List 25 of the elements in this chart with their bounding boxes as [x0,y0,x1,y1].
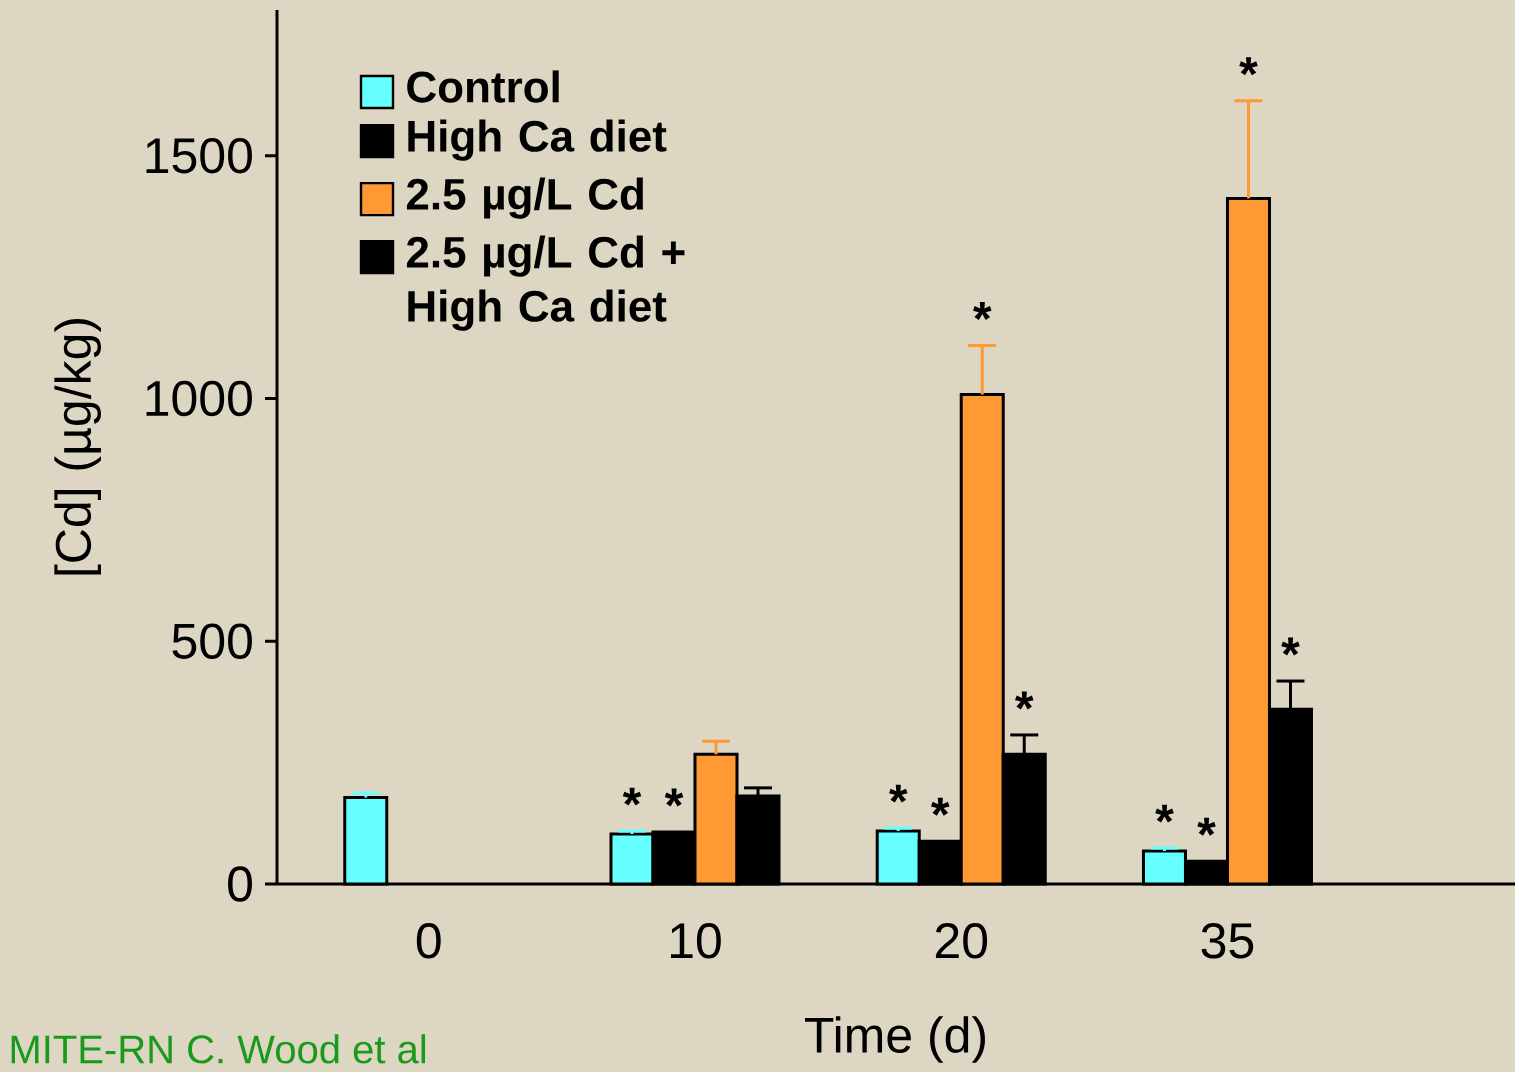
data-label: * [664,788,684,807]
y-tick-label: 500 [172,623,252,659]
x-tick-label: 10 [670,923,721,959]
text: MITE-RN C. Wood et al [11,1034,426,1064]
data-label: * [1197,817,1216,836]
y-axis-title: [Cd] (µg/kg) [54,319,101,575]
data-label: * [973,302,992,320]
data-label: * [889,784,908,803]
data-label: * [931,797,950,816]
x-tick-label: 0 [416,923,441,959]
legend-label: Control [407,70,559,103]
data-label: * [1155,804,1174,823]
x-tick-label: 35 [1201,923,1254,959]
legend-label: 2.5 µg/L Cd [406,177,643,219]
data-label: * [1015,691,1034,710]
data-label: * [1239,57,1258,76]
y-tick-label: 1500 [146,137,252,174]
data-label: * [1281,637,1300,656]
y-tick-label: 0 [228,866,252,902]
x-axis-title: Time (d) [805,1016,985,1063]
data-label: * [622,787,642,806]
legend-label: 2.5 µg/L Cd + High Ca diet [406,235,685,331]
y-tick-label: 1000 [146,380,252,417]
legend-label: High Ca diet [408,119,667,161]
x-tick-label: 20 [935,923,988,959]
